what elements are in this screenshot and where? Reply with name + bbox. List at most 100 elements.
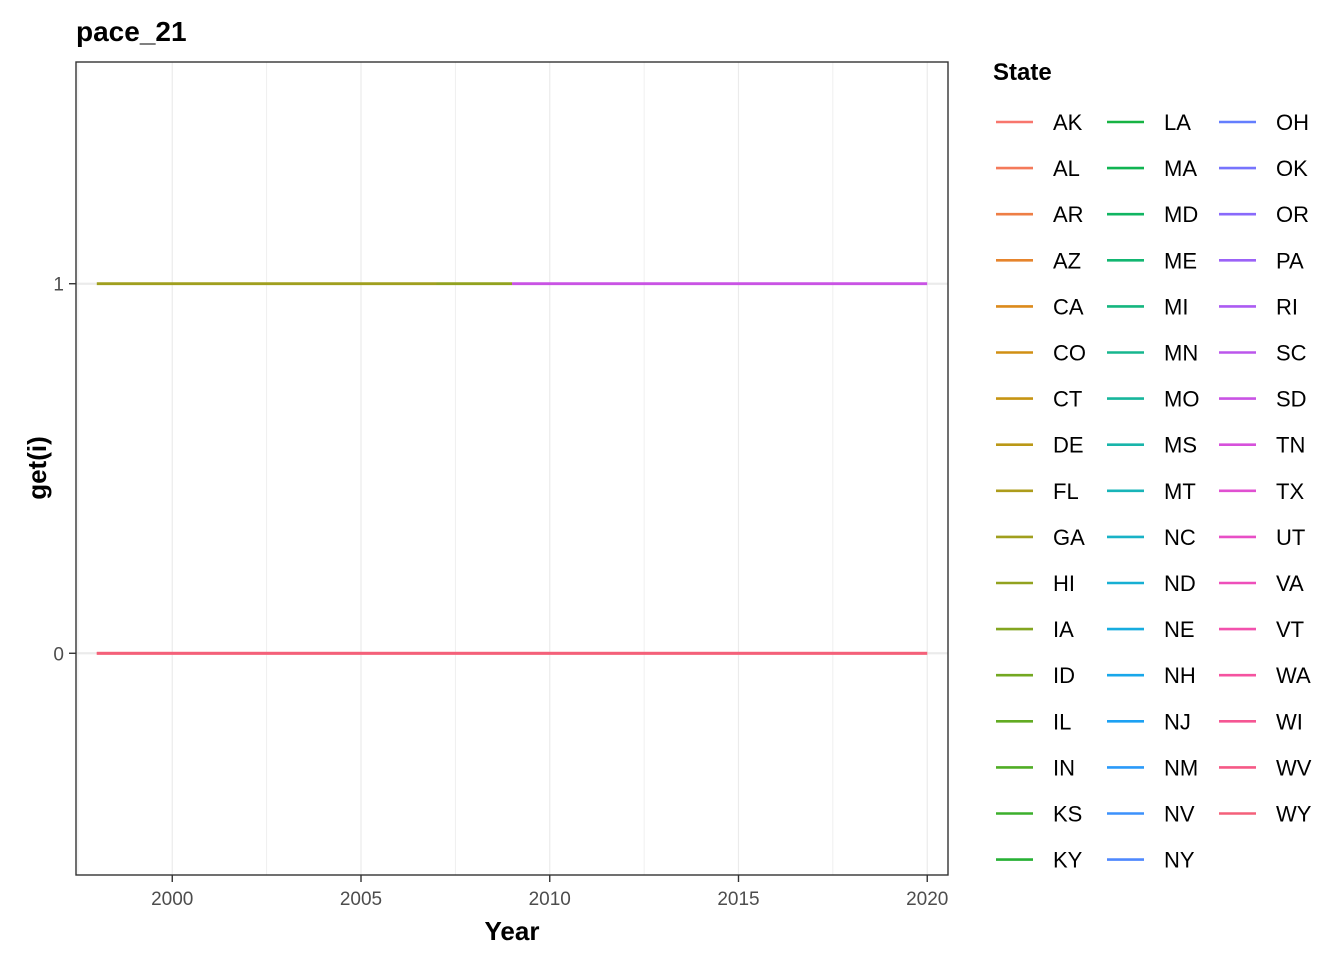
axes: 2000 2005 2010 2015 2020 0 1 bbox=[53, 275, 948, 910]
legend-label: WI bbox=[1276, 709, 1303, 734]
x-tick-label: 2015 bbox=[717, 889, 759, 910]
legend-entry-ne: NE bbox=[1107, 617, 1195, 642]
legend-entry-mi: MI bbox=[1107, 294, 1188, 319]
legend-entry-in: IN bbox=[996, 755, 1075, 780]
legend-entry-nj: NJ bbox=[1107, 709, 1191, 734]
legend-label: KY bbox=[1053, 848, 1083, 873]
legend-label: CO bbox=[1053, 341, 1086, 366]
legend-entry-ma: MA bbox=[1107, 156, 1197, 181]
legend-label: VA bbox=[1276, 571, 1304, 596]
legend-entry-nd: ND bbox=[1107, 571, 1196, 596]
legend-entry-ct: CT bbox=[996, 387, 1082, 412]
legend-label: IL bbox=[1053, 709, 1071, 734]
legend-entry-co: CO bbox=[996, 341, 1086, 366]
legend-label: IN bbox=[1053, 755, 1075, 780]
legend-label: NV bbox=[1164, 802, 1195, 827]
legend-title: State bbox=[993, 59, 1052, 86]
legend-label: NY bbox=[1164, 848, 1195, 873]
legend-label: HI bbox=[1053, 571, 1075, 596]
x-tick-label: 2000 bbox=[151, 889, 193, 910]
legend-entry-vt: VT bbox=[1219, 617, 1304, 642]
legend-label: AL bbox=[1053, 156, 1080, 181]
legend-label: ID bbox=[1053, 663, 1075, 688]
legend-entry-nv: NV bbox=[1107, 802, 1195, 827]
legend-entry-nm: NM bbox=[1107, 755, 1198, 780]
legend-entry-fl: FL bbox=[996, 479, 1079, 504]
legend-label: SC bbox=[1276, 341, 1307, 366]
legend-label: WA bbox=[1276, 663, 1311, 688]
legend-label: VT bbox=[1276, 617, 1304, 642]
legend-entry-wv: WV bbox=[1219, 755, 1312, 780]
legend-entry-il: IL bbox=[996, 709, 1071, 734]
legend-label: LA bbox=[1164, 110, 1191, 135]
legend-entry-ny: NY bbox=[1107, 848, 1195, 873]
legend-entry-wi: WI bbox=[1219, 709, 1303, 734]
legend-label: OK bbox=[1276, 156, 1308, 181]
legend-label: AZ bbox=[1053, 248, 1081, 273]
legend-entry-tn: TN bbox=[1219, 433, 1305, 458]
legend-label: DE bbox=[1053, 433, 1084, 458]
legend-label: MD bbox=[1164, 202, 1198, 227]
legend-label: ME bbox=[1164, 248, 1197, 273]
legend-label: AK bbox=[1053, 110, 1083, 135]
legend-label: SD bbox=[1276, 387, 1307, 412]
legend-label: MA bbox=[1164, 156, 1197, 181]
legend-entry-ia: IA bbox=[996, 617, 1074, 642]
legend-entry-ks: KS bbox=[996, 802, 1082, 827]
legend-entry-ok: OK bbox=[1219, 156, 1308, 181]
x-tick-label: 2010 bbox=[529, 889, 571, 910]
legend-entry-sd: SD bbox=[1219, 387, 1307, 412]
legend-label: TN bbox=[1276, 433, 1305, 458]
legend-entry-wa: WA bbox=[1219, 663, 1311, 688]
legend-label: IA bbox=[1053, 617, 1074, 642]
legend-entry-id: ID bbox=[996, 663, 1075, 688]
legend-entry-md: MD bbox=[1107, 202, 1198, 227]
legend-label: WV bbox=[1276, 755, 1312, 780]
legend-label: ND bbox=[1164, 571, 1196, 596]
legend-label: NC bbox=[1164, 525, 1196, 550]
legend-entry-ms: MS bbox=[1107, 433, 1197, 458]
grid-lines bbox=[76, 62, 948, 875]
legend-entry-la: LA bbox=[1107, 110, 1191, 135]
x-axis-title: Year bbox=[485, 916, 540, 946]
legend-label: UT bbox=[1276, 525, 1305, 550]
legend-entry-wy: WY bbox=[1219, 802, 1312, 827]
legend-entry-ri: RI bbox=[1219, 294, 1298, 319]
legend-label: CT bbox=[1053, 387, 1082, 412]
series-lines bbox=[96, 282, 928, 655]
legend-label: RI bbox=[1276, 294, 1298, 319]
legend-label: MN bbox=[1164, 341, 1198, 366]
legend-entry-mt: MT bbox=[1107, 479, 1196, 504]
y-tick-label: 0 bbox=[53, 644, 64, 665]
legend-label: MI bbox=[1164, 294, 1188, 319]
legend-label: NJ bbox=[1164, 709, 1191, 734]
legend-entry-ky: KY bbox=[996, 848, 1083, 873]
legend-entry-or: OR bbox=[1219, 202, 1309, 227]
legend-label: OH bbox=[1276, 110, 1309, 135]
legend-label: AR bbox=[1053, 202, 1084, 227]
legend-entry-me: ME bbox=[1107, 248, 1197, 273]
x-tick-label: 2005 bbox=[340, 889, 382, 910]
legend-entry-ga: GA bbox=[996, 525, 1085, 550]
legend-entry-mn: MN bbox=[1107, 341, 1198, 366]
legend-label: NE bbox=[1164, 617, 1195, 642]
chart-title: pace_21 bbox=[76, 16, 187, 47]
legend-label: KS bbox=[1053, 802, 1082, 827]
legend-label: NM bbox=[1164, 755, 1198, 780]
legend-entry-nc: NC bbox=[1107, 525, 1196, 550]
legend-label: CA bbox=[1053, 294, 1084, 319]
legend-label: TX bbox=[1276, 479, 1304, 504]
legend-label: PA bbox=[1276, 248, 1304, 273]
legend-label: FL bbox=[1053, 479, 1079, 504]
legend-entry-ca: CA bbox=[996, 294, 1084, 319]
legend-label: MS bbox=[1164, 433, 1197, 458]
legend-label: GA bbox=[1053, 525, 1085, 550]
plot-panel bbox=[75, 61, 949, 876]
legend-entry-ar: AR bbox=[996, 202, 1084, 227]
legend-entry-al: AL bbox=[996, 156, 1080, 181]
legend-entry-hi: HI bbox=[996, 571, 1075, 596]
legend: State AK AL AR AZ CA CO CT DE FL GA HI IA ID IL IN KS KY… bbox=[993, 59, 1312, 873]
legend-label: NH bbox=[1164, 663, 1196, 688]
